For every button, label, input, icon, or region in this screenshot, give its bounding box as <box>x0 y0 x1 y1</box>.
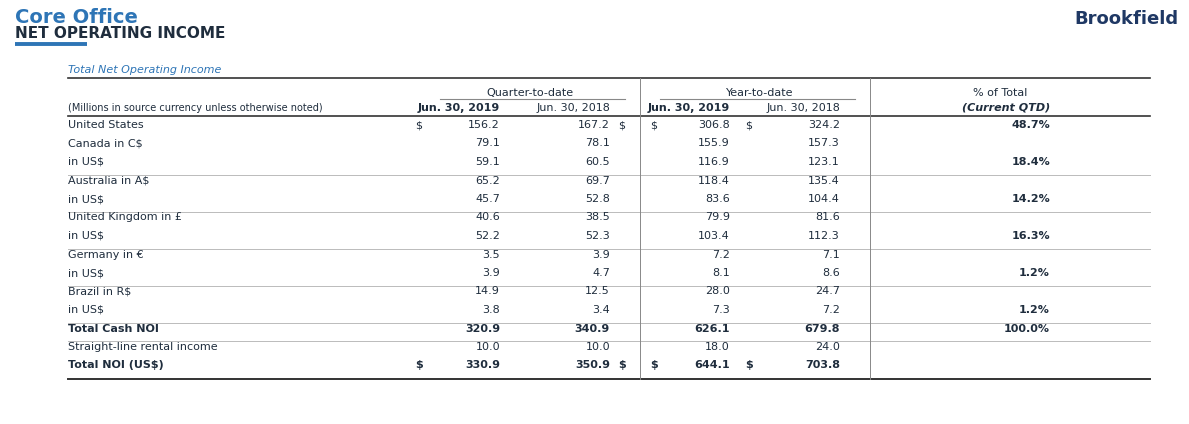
Text: 3.9: 3.9 <box>483 268 501 278</box>
Text: Jun. 30, 2019: Jun. 30, 2019 <box>417 103 501 113</box>
Text: (Millions in source currency unless otherwise noted): (Millions in source currency unless othe… <box>68 103 322 113</box>
Text: 16.3%: 16.3% <box>1012 231 1050 241</box>
Text: $: $ <box>415 120 422 130</box>
Text: $: $ <box>415 360 423 371</box>
Text: 18.0: 18.0 <box>705 342 730 352</box>
Text: 703.8: 703.8 <box>805 360 839 371</box>
Text: 24.0: 24.0 <box>816 342 839 352</box>
Text: 679.8: 679.8 <box>805 324 839 334</box>
Text: 24.7: 24.7 <box>814 287 839 296</box>
Text: 330.9: 330.9 <box>465 360 501 371</box>
Text: 3.8: 3.8 <box>483 305 501 315</box>
Text: 28.0: 28.0 <box>705 287 730 296</box>
Text: in US$: in US$ <box>68 157 103 167</box>
Text: Straight-line rental income: Straight-line rental income <box>68 342 218 352</box>
Text: Jun. 30, 2018: Jun. 30, 2018 <box>536 103 610 113</box>
Text: 7.2: 7.2 <box>822 305 839 315</box>
Text: in US$: in US$ <box>68 231 103 241</box>
Text: 10.0: 10.0 <box>476 342 501 352</box>
Text: Total Net Operating Income: Total Net Operating Income <box>68 65 221 75</box>
Text: 7.1: 7.1 <box>823 249 839 259</box>
Text: 324.2: 324.2 <box>809 120 839 130</box>
Text: 644.1: 644.1 <box>694 360 730 371</box>
Text: Total Cash NOI: Total Cash NOI <box>68 324 159 334</box>
Text: 3.5: 3.5 <box>483 249 501 259</box>
Text: $: $ <box>746 120 751 130</box>
Text: 123.1: 123.1 <box>809 157 839 167</box>
Text: Australia in A$: Australia in A$ <box>68 176 150 186</box>
Text: 8.1: 8.1 <box>712 268 730 278</box>
Text: 116.9: 116.9 <box>698 157 730 167</box>
Text: 112.3: 112.3 <box>809 231 839 241</box>
Text: Year-to-date: Year-to-date <box>726 88 794 98</box>
Text: Total NOI (US$): Total NOI (US$) <box>68 360 164 371</box>
Text: 104.4: 104.4 <box>809 194 839 204</box>
Text: 7.2: 7.2 <box>712 249 730 259</box>
Text: 118.4: 118.4 <box>698 176 730 186</box>
Text: 14.9: 14.9 <box>476 287 501 296</box>
Text: 350.9: 350.9 <box>575 360 610 371</box>
Text: 156.2: 156.2 <box>468 120 501 130</box>
Text: Canada in C$: Canada in C$ <box>68 139 143 148</box>
Text: 52.2: 52.2 <box>476 231 501 241</box>
Text: 7.3: 7.3 <box>712 305 730 315</box>
Text: 59.1: 59.1 <box>476 157 501 167</box>
Text: 340.9: 340.9 <box>574 324 610 334</box>
Text: United Kingdom in £: United Kingdom in £ <box>68 212 182 223</box>
Text: Germany in €: Germany in € <box>68 249 144 259</box>
Text: $: $ <box>746 360 753 371</box>
Text: 52.3: 52.3 <box>585 231 610 241</box>
Text: $: $ <box>618 360 625 371</box>
Text: 100.0%: 100.0% <box>1004 324 1050 334</box>
Text: 52.8: 52.8 <box>585 194 610 204</box>
Text: $: $ <box>650 360 658 371</box>
Text: 18.4%: 18.4% <box>1012 157 1050 167</box>
Text: % of Total: % of Total <box>973 88 1027 98</box>
Text: Jun. 30, 2019: Jun. 30, 2019 <box>648 103 730 113</box>
Text: 155.9: 155.9 <box>698 139 730 148</box>
Text: Brazil in R$: Brazil in R$ <box>68 287 131 296</box>
Text: $: $ <box>650 120 658 130</box>
Text: $: $ <box>618 120 625 130</box>
Text: 306.8: 306.8 <box>698 120 730 130</box>
Text: United States: United States <box>68 120 144 130</box>
Text: 1.2%: 1.2% <box>1019 268 1050 278</box>
Text: 3.9: 3.9 <box>592 249 610 259</box>
Text: 3.4: 3.4 <box>592 305 610 315</box>
Text: 65.2: 65.2 <box>476 176 501 186</box>
Text: 135.4: 135.4 <box>809 176 839 186</box>
Text: in US$: in US$ <box>68 305 103 315</box>
Text: Brookfield: Brookfield <box>1074 10 1178 28</box>
Text: 10.0: 10.0 <box>585 342 610 352</box>
Text: 626.1: 626.1 <box>694 324 730 334</box>
Text: 4.7: 4.7 <box>592 268 610 278</box>
Text: 12.5: 12.5 <box>585 287 610 296</box>
Text: 81.6: 81.6 <box>816 212 839 223</box>
Text: 60.5: 60.5 <box>585 157 610 167</box>
Text: Core Office: Core Office <box>15 8 138 27</box>
Text: 103.4: 103.4 <box>698 231 730 241</box>
Text: 157.3: 157.3 <box>809 139 839 148</box>
Text: 167.2: 167.2 <box>578 120 610 130</box>
Text: Quarter-to-date: Quarter-to-date <box>486 88 573 98</box>
Text: 320.9: 320.9 <box>465 324 501 334</box>
Text: 45.7: 45.7 <box>476 194 501 204</box>
Text: (Current QTD): (Current QTD) <box>962 103 1050 113</box>
Text: 79.9: 79.9 <box>705 212 730 223</box>
Text: 83.6: 83.6 <box>705 194 730 204</box>
Text: in US$: in US$ <box>68 194 103 204</box>
Text: 40.6: 40.6 <box>476 212 501 223</box>
Text: 79.1: 79.1 <box>476 139 501 148</box>
Text: 38.5: 38.5 <box>585 212 610 223</box>
Text: 78.1: 78.1 <box>585 139 610 148</box>
Text: NET OPERATING INCOME: NET OPERATING INCOME <box>15 26 226 41</box>
Text: 8.6: 8.6 <box>823 268 839 278</box>
Text: in US$: in US$ <box>68 268 103 278</box>
Text: 14.2%: 14.2% <box>1012 194 1050 204</box>
Text: Jun. 30, 2018: Jun. 30, 2018 <box>766 103 839 113</box>
Text: 1.2%: 1.2% <box>1019 305 1050 315</box>
Text: 48.7%: 48.7% <box>1012 120 1050 130</box>
Text: 69.7: 69.7 <box>585 176 610 186</box>
